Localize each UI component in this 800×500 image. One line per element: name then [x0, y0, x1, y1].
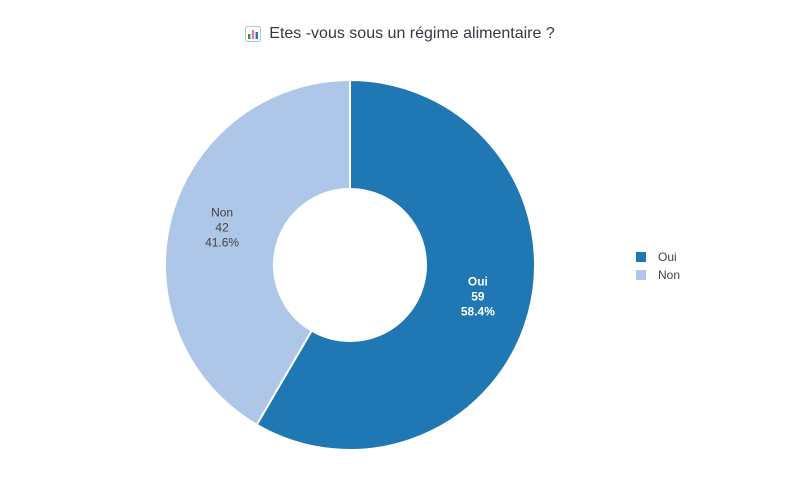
slice-oui[interactable]	[255, 78, 536, 451]
slice-non[interactable]	[164, 78, 351, 427]
chart-title: Etes -vous sous un régime alimentaire ?	[269, 25, 555, 42]
legend-swatch-non	[636, 270, 646, 280]
legend-swatch-oui	[636, 252, 646, 262]
chart-legend: Oui Non	[636, 248, 680, 284]
slice-label-non: Non 42 41.6%	[205, 205, 239, 249]
chart-title-row: Etes -vous sous un régime alimentaire ?	[0, 22, 800, 46]
slice-label-oui: Oui 59 58.4%	[461, 275, 495, 319]
bar-chart-icon	[245, 26, 262, 42]
legend-label-non: Non	[658, 268, 681, 282]
legend-item-oui[interactable]: Oui	[636, 248, 680, 266]
legend-label-oui: Oui	[658, 250, 677, 264]
legend-item-non[interactable]: Non	[636, 266, 680, 284]
